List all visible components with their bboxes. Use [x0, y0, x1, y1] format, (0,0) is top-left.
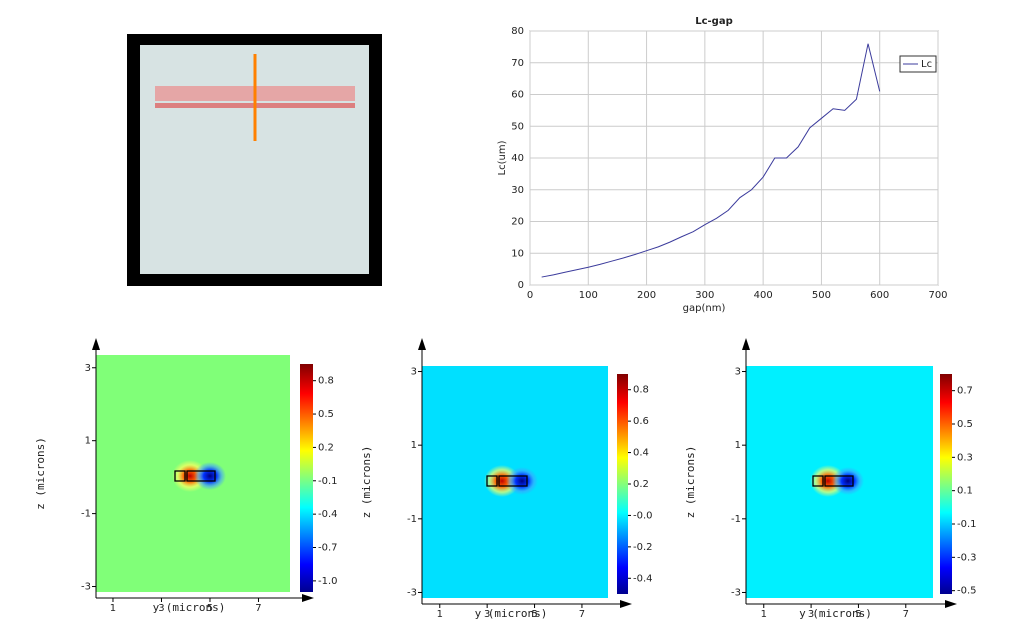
waveguide	[824, 475, 854, 487]
colorbar-tick-label: 0.3	[957, 452, 973, 463]
y-tick-label: 60	[511, 90, 524, 101]
x-axis-label: gap(nm)	[683, 303, 726, 314]
y-axis-label: z (microns)	[34, 437, 47, 510]
field-cold	[832, 467, 864, 495]
y-tick-label: -3	[81, 582, 91, 593]
x-axis-label: y (microns)	[475, 607, 548, 620]
x-axis-label: y (microns)	[799, 607, 872, 620]
x-tick-label: 7	[579, 609, 585, 620]
x-tick-label: 3	[808, 609, 814, 620]
y-tick-label: 30	[511, 185, 524, 196]
colorbar	[940, 374, 952, 594]
legend-label: Lc	[921, 59, 932, 70]
y-axis-label: z (microns)	[360, 446, 373, 519]
x-tick-label: 5	[855, 609, 861, 620]
x-tick-label: 3	[158, 603, 164, 614]
colorbar-tick-label: 0.2	[318, 442, 334, 453]
field-cold	[194, 462, 226, 490]
colorbar-tick-label: 0.8	[318, 376, 334, 387]
x-tick-label: 3	[484, 609, 490, 620]
x-tick-label: 500	[812, 290, 831, 301]
axis-arrow	[742, 338, 750, 350]
axis-arrow	[418, 338, 426, 350]
waveguide	[186, 470, 216, 482]
y-tick-label: -3	[731, 587, 741, 598]
y-tick-label: 80	[511, 26, 524, 37]
waveguide	[812, 475, 824, 487]
y-tick-label: 40	[511, 153, 524, 164]
colorbar-tick-label: -0.1	[318, 476, 338, 487]
axis-arrow	[302, 594, 314, 602]
colorbar	[617, 374, 628, 594]
waveguide	[174, 470, 186, 482]
colorbar-tick-label: 0.6	[633, 416, 649, 427]
colorbar-tick-label: -0.4	[318, 509, 338, 520]
colorbar-tick-label: -0.2	[633, 542, 653, 553]
y-tick-label: 3	[411, 367, 417, 378]
y-tick-label: 3	[735, 367, 741, 378]
field-cold	[506, 467, 538, 495]
x-tick-label: 100	[579, 290, 598, 301]
y-tick-label: 1	[85, 436, 91, 447]
y-axis-label: Lc(um)	[497, 140, 508, 175]
y-tick-label: 3	[85, 363, 91, 374]
colorbar-tick-label: 0.1	[957, 486, 973, 497]
colorbar-tick-label: -0.3	[957, 552, 977, 563]
y-tick-label: 70	[511, 58, 524, 69]
colorbar-tick-label: -1.0	[318, 576, 338, 587]
axis-arrow	[945, 600, 957, 608]
colorbar-tick-label: -0.1	[957, 519, 977, 530]
colorbar-tick-label: 0.7	[957, 386, 973, 397]
colorbar-tick-label: 0.8	[633, 385, 649, 396]
x-tick-label: 600	[870, 290, 889, 301]
x-tick-label: 5	[531, 609, 537, 620]
y-tick-label: -1	[407, 514, 417, 525]
x-tick-label: 1	[437, 609, 443, 620]
y-axis-label: z (microns)	[684, 446, 697, 519]
waveguide	[498, 475, 528, 487]
x-tick-label: 700	[928, 290, 947, 301]
x-tick-label: 1	[110, 603, 116, 614]
y-tick-label: 1	[735, 440, 741, 451]
colorbar-tick-label: 0.5	[318, 409, 334, 420]
data-line	[541, 43, 881, 278]
x-tick-label: 400	[754, 290, 773, 301]
y-tick-label: 10	[511, 248, 524, 259]
schematic	[127, 34, 382, 286]
y-tick-label: -1	[731, 514, 741, 525]
colorbar-tick-label: -0.0	[633, 510, 653, 521]
colorbar-tick-label: -0.4	[633, 573, 653, 584]
x-tick-label: 0	[527, 290, 533, 301]
y-tick-label: 0	[518, 280, 524, 291]
y-tick-label: 50	[511, 121, 524, 132]
colorbar-tick-label: 0.5	[957, 419, 973, 430]
x-tick-label: 1	[761, 609, 767, 620]
y-tick-label: -3	[407, 587, 417, 598]
colorbar-tick-label: -0.5	[957, 586, 977, 597]
axis-arrow	[620, 600, 632, 608]
y-tick-label: 1	[411, 440, 417, 451]
y-tick-label: 20	[511, 217, 524, 228]
x-tick-label: 7	[255, 603, 261, 614]
x-tick-label: 200	[637, 290, 656, 301]
colorbar-tick-label: 0.4	[633, 448, 649, 459]
x-tick-label: 300	[695, 290, 714, 301]
waveguide	[486, 475, 498, 487]
chart-title: Lc-gap	[695, 16, 733, 27]
x-tick-label: 7	[903, 609, 909, 620]
y-tick-label: -1	[81, 509, 91, 520]
colorbar-tick-label: -0.7	[318, 543, 338, 554]
colorbar-tick-label: 0.2	[633, 479, 649, 490]
x-tick-label: 5	[207, 603, 213, 614]
colorbar	[300, 364, 313, 592]
x-axis-label: y (microns)	[153, 601, 226, 614]
axis-arrow	[92, 338, 100, 350]
